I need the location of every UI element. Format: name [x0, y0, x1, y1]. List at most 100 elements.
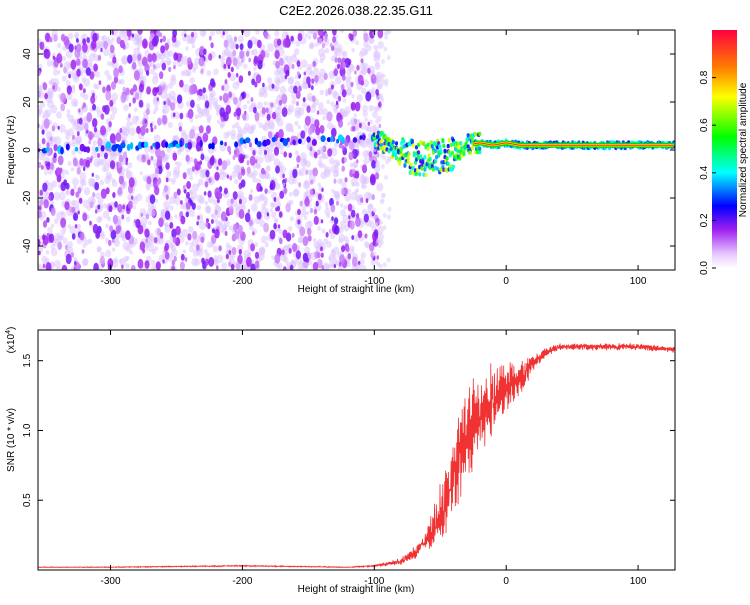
noise-blob	[328, 229, 332, 234]
noise-blob	[140, 125, 146, 136]
colorbar-tick-label: 0.8	[699, 70, 710, 84]
noise-blob	[275, 207, 278, 212]
noise-speckle	[111, 178, 116, 183]
noise-speckle	[347, 121, 351, 126]
noise-speckle	[104, 69, 110, 77]
signal-blob	[407, 152, 411, 157]
signal-blob	[459, 141, 463, 146]
noise-blob	[319, 38, 323, 44]
noise-speckle	[355, 40, 360, 46]
noise-blob	[298, 85, 302, 92]
noise-speckle	[111, 37, 115, 42]
noise-blob	[296, 155, 301, 163]
noise-blob	[93, 262, 99, 270]
noise-blob	[238, 198, 242, 205]
noise-blob	[150, 155, 154, 161]
noise-speckle	[263, 101, 268, 106]
noise-blob	[189, 128, 196, 139]
noise-blob	[142, 38, 148, 49]
noise-blob	[83, 122, 89, 131]
noise-speckle	[266, 165, 271, 171]
noise-speckle	[50, 223, 55, 228]
signal-blob	[430, 164, 434, 169]
noise-blob	[348, 140, 355, 151]
signal-blob	[419, 154, 423, 159]
noise-blob	[250, 97, 254, 102]
noise-speckle	[386, 155, 391, 161]
noise-blob	[97, 54, 102, 61]
noise-speckle	[261, 85, 268, 94]
noise-speckle	[250, 125, 254, 130]
noise-speckle	[61, 75, 67, 82]
noise-speckle	[178, 121, 183, 128]
noise-blob	[297, 219, 301, 225]
noise-speckle	[160, 212, 165, 218]
noise-blob	[182, 185, 186, 190]
noise-blob	[323, 72, 328, 80]
noise-speckle	[293, 188, 300, 197]
noise-blob	[129, 88, 134, 96]
carrier-blob	[306, 136, 311, 143]
noise-blob	[221, 160, 228, 171]
noise-speckle	[351, 47, 356, 53]
noise-blob	[357, 74, 364, 85]
noise-blob	[78, 117, 83, 125]
noise-blob	[155, 86, 160, 93]
signal-blob	[380, 138, 384, 144]
noise-speckle	[329, 260, 335, 268]
noise-speckle	[228, 225, 233, 231]
carrier-blob	[105, 141, 112, 150]
carrier-band-peak	[473, 142, 674, 146]
noise-blob	[159, 232, 164, 239]
noise-blob	[59, 167, 63, 173]
noise-blob	[94, 209, 98, 214]
noise-speckle	[144, 241, 150, 249]
noise-blob	[185, 154, 190, 162]
noise-speckle	[376, 182, 384, 192]
noise-speckle	[202, 94, 209, 102]
noise-speckle	[333, 142, 339, 148]
noise-speckle	[261, 207, 268, 215]
noise-speckle	[374, 164, 381, 173]
noise-blob	[369, 175, 376, 186]
noise-blob	[146, 176, 152, 185]
noise-blob	[100, 113, 105, 120]
noise-blob	[117, 225, 122, 232]
noise-blob	[121, 214, 125, 220]
noise-blob	[370, 73, 377, 85]
noise-speckle	[65, 79, 71, 87]
noise-speckle	[191, 183, 199, 192]
noise-speckle	[181, 56, 189, 65]
noise-blob	[233, 97, 238, 105]
noise-speckle	[185, 240, 189, 246]
noise-blob	[341, 165, 346, 172]
noise-blob	[132, 84, 138, 92]
noise-blob	[112, 192, 116, 198]
noise-blob	[173, 255, 177, 262]
noise-speckle	[173, 196, 181, 205]
noise-blob	[307, 235, 312, 242]
noise-blob	[281, 93, 288, 105]
carrier-blob	[57, 145, 61, 153]
snr-y-multiplier: (x104)	[5, 327, 17, 354]
noise-blob	[197, 163, 201, 170]
noise-blob	[91, 172, 95, 177]
noise-speckle	[106, 60, 111, 66]
noise-speckle	[384, 34, 389, 40]
noise-speckle	[382, 225, 387, 231]
noise-blob	[315, 126, 321, 136]
noise-speckle	[181, 228, 189, 238]
carrier-blob	[286, 137, 290, 142]
noise-blob	[214, 209, 218, 215]
noise-speckle	[72, 177, 79, 186]
noise-blob	[147, 159, 151, 166]
signal-blob	[426, 142, 430, 147]
noise-speckle	[58, 124, 66, 133]
noise-blob	[74, 224, 78, 229]
noise-blob	[42, 263, 46, 269]
noise-blob	[225, 56, 232, 67]
noise-speckle	[384, 81, 389, 87]
noise-speckle	[165, 57, 172, 66]
noise-blob	[376, 255, 379, 260]
noise-blob	[157, 117, 162, 126]
